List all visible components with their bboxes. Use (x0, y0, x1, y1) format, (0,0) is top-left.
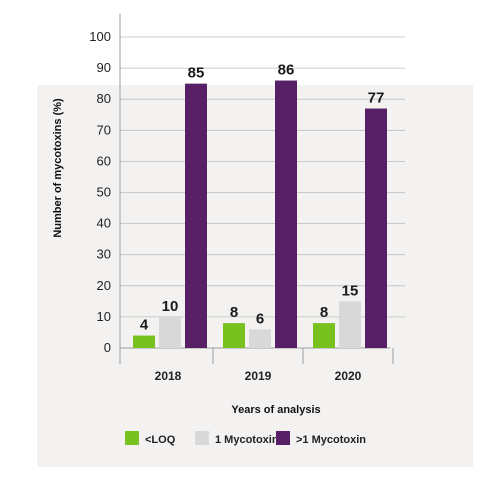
panel-background (37, 85, 473, 467)
data-label: 8 (230, 304, 238, 321)
gridlines (120, 36, 405, 318)
y-tick-label: 0 (104, 340, 111, 355)
x-tick-label: 2019 (245, 369, 272, 383)
legend-label: 1 Mycotoxin (215, 434, 279, 446)
y-tick-label: 90 (97, 60, 111, 75)
x-tick-label: 2020 (335, 369, 362, 383)
y-tick-label: 80 (97, 91, 111, 106)
bars (133, 80, 387, 349)
legend-swatch (276, 431, 290, 445)
legend-label: >1 Mycotoxin (296, 434, 366, 446)
y-tick-label: 20 (97, 278, 111, 293)
data-label: 15 (342, 282, 359, 299)
y-tick-label: 70 (97, 122, 111, 137)
bar (185, 83, 207, 349)
legend-swatch (125, 431, 139, 445)
bar (339, 301, 361, 348)
data-label: 77 (368, 90, 385, 107)
y-axis-title: Number of mycotoxins (%) (52, 98, 64, 238)
legend: <LOQ 1 Mycotoxin >1 Mycotoxin (125, 431, 366, 446)
y-tick-label: 100 (89, 29, 111, 44)
bar (223, 323, 245, 348)
y-tick-label: 60 (97, 153, 111, 168)
y-tick-label: 50 (97, 185, 111, 200)
y-tick-label: 30 (97, 247, 111, 262)
bar (365, 108, 387, 348)
data-label: 4 (140, 317, 149, 334)
y-tick-label: 10 (97, 309, 111, 324)
legend-swatch (195, 431, 209, 445)
data-label: 85 (188, 65, 205, 82)
bar (159, 316, 181, 348)
data-label: 8 (320, 304, 328, 321)
y-tick-labels: 0 10 20 30 40 50 60 70 80 90 100 (89, 29, 111, 355)
data-label: 6 (256, 310, 264, 327)
x-tick-labels: 2018 2019 2020 (155, 369, 362, 383)
x-axis-title: Years of analysis (231, 404, 320, 416)
bar (275, 80, 297, 348)
data-label: 86 (278, 62, 295, 79)
bar (249, 329, 271, 348)
x-tick-label: 2018 (155, 369, 182, 383)
y-tick-label: 40 (97, 216, 111, 231)
bar (313, 323, 335, 348)
legend-label: <LOQ (145, 434, 176, 446)
bar (133, 335, 155, 348)
data-label: 10 (162, 298, 179, 315)
